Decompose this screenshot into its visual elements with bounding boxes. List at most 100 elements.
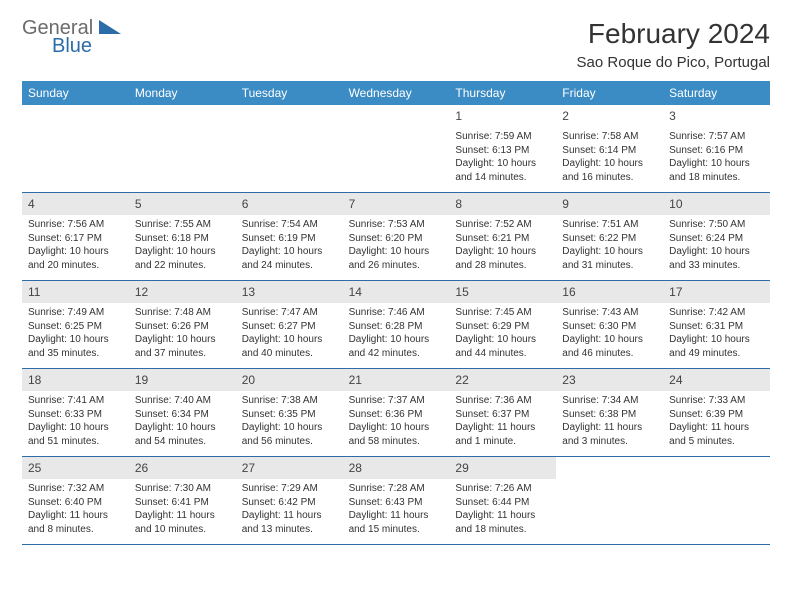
cell-daylight1: Daylight: 10 hours [135,421,230,435]
cell-sunrise: Sunrise: 7:41 AM [28,394,123,408]
calendar-cell: 4Sunrise: 7:56 AMSunset: 6:17 PMDaylight… [22,193,129,280]
cell-sunset: Sunset: 6:42 PM [242,496,337,510]
calendar-cell: 11 Sunrise: 7:49 AMSunset: 6:25 PMDayligh… [22,281,129,368]
calendar-cell: 29Sunrise: 7:26 AMSunset: 6:44 PMDayligh… [449,457,556,544]
cell-sunrise: Sunrise: 7:33 AM [669,394,764,408]
cell-body: Sunrise: 7:51 AMSunset: 6:22 PMDaylight:… [562,218,657,272]
day-number: 19 [135,373,148,387]
daynum-row: 23 [556,369,663,391]
daynum-row: 25 [22,457,129,479]
cell-body: Sunrise: 7:30 AMSunset: 6:41 PMDaylight:… [135,482,230,536]
cell-sunrise: Sunrise: 7:56 AM [28,218,123,232]
day-header-thursday: Thursday [449,81,556,105]
calendar-cell: 20Sunrise: 7:38 AMSunset: 6:35 PMDayligh… [236,369,343,456]
cell-body: Sunrise: 7:48 AMSunset: 6:26 PMDaylight:… [135,306,230,360]
calendar-cell: 2Sunrise: 7:58 AMSunset: 6:14 PMDaylight… [556,105,663,192]
day-number: 11 [28,285,40,299]
cell-sunrise: Sunrise: 7:46 AM [349,306,444,320]
cell-body: Sunrise: 7:46 AMSunset: 6:28 PMDaylight:… [349,306,444,360]
cell-daylight2: and 31 minutes. [562,259,657,273]
cell-body: Sunrise: 7:32 AMSunset: 6:40 PMDaylight:… [28,482,123,536]
cell-daylight1: Daylight: 10 hours [562,245,657,259]
calendar-cell: 17Sunrise: 7:42 AMSunset: 6:31 PMDayligh… [663,281,770,368]
day-number: 20 [242,373,255,387]
cell-daylight2: and 15 minutes. [349,523,444,537]
cell-sunset: Sunset: 6:43 PM [349,496,444,510]
day-header-tuesday: Tuesday [236,81,343,105]
daynum-row: 21 [343,369,450,391]
cell-sunrise: Sunrise: 7:50 AM [669,218,764,232]
daynum-row: 4 [22,193,129,215]
day-header-sunday: Sunday [22,81,129,105]
cell-daylight2: and 22 minutes. [135,259,230,273]
cell-body: Sunrise: 7:37 AMSunset: 6:36 PMDaylight:… [349,394,444,448]
cell-daylight1: Daylight: 10 hours [242,245,337,259]
cell-daylight2: and 37 minutes. [135,347,230,361]
day-number: 3 [669,109,676,123]
cell-daylight2: and 46 minutes. [562,347,657,361]
cell-sunrise: Sunrise: 7:42 AM [669,306,764,320]
cell-sunrise: Sunrise: 7:55 AM [135,218,230,232]
cell-sunrise: Sunrise: 7:43 AM [562,306,657,320]
daynum-row: 12 [129,281,236,303]
cell-sunrise: Sunrise: 7:54 AM [242,218,337,232]
logo-triangle-icon [99,20,121,34]
daynum-row: 17 [663,281,770,303]
cell-daylight2: and 44 minutes. [455,347,550,361]
cell-daylight2: and 51 minutes. [28,435,123,449]
calendar-cell: 26 Sunrise: 7:30 AMSunset: 6:41 PMDayligh… [129,457,236,544]
cell-body: Sunrise: 7:45 AMSunset: 6:29 PMDaylight:… [455,306,550,360]
calendar-cell [343,105,450,192]
calendar-cell: 9Sunrise: 7:51 AMSunset: 6:22 PMDaylight… [556,193,663,280]
cell-daylight1: Daylight: 10 hours [455,245,550,259]
cell-daylight1: Daylight: 11 hours [669,421,764,435]
day-number: 22 [455,373,468,387]
cell-daylight1: Daylight: 11 hours [455,421,550,435]
daynum-row: 18 [22,369,129,391]
cell-sunrise: Sunrise: 7:26 AM [455,482,550,496]
calendar-week: 11 Sunrise: 7:49 AMSunset: 6:25 PMDayligh… [22,281,770,369]
daynum-row: 14 [343,281,450,303]
daynum-row: 6 [236,193,343,215]
daynum-row: 26 [129,457,236,479]
cell-sunrise: Sunrise: 7:53 AM [349,218,444,232]
day-number: 21 [349,373,362,387]
logo: General Blue [22,18,121,56]
calendar-cell [129,105,236,192]
daynum-row: 1 [449,105,556,127]
cell-sunset: Sunset: 6:30 PM [562,320,657,334]
day-number: 25 [28,461,41,475]
cell-daylight2: and 58 minutes. [349,435,444,449]
day-number: 13 [242,285,255,299]
cell-sunset: Sunset: 6:17 PM [28,232,123,246]
daynum-row: 8 [449,193,556,215]
daynum-row: 27 [236,457,343,479]
calendar-cell: 8Sunrise: 7:52 AMSunset: 6:21 PMDaylight… [449,193,556,280]
cell-body: Sunrise: 7:49 AMSunset: 6:25 PMDaylight:… [28,306,123,360]
cell-body: Sunrise: 7:34 AMSunset: 6:38 PMDaylight:… [562,394,657,448]
calendar-cell: 21 Sunrise: 7:37 AMSunset: 6:36 PMDayligh… [343,369,450,456]
cell-body: Sunrise: 7:47 AMSunset: 6:27 PMDaylight:… [242,306,337,360]
cell-daylight2: and 10 minutes. [135,523,230,537]
cell-sunset: Sunset: 6:39 PM [669,408,764,422]
cell-daylight1: Daylight: 10 hours [28,333,123,347]
cell-daylight2: and 16 minutes. [562,171,657,185]
cell-daylight2: and 42 minutes. [349,347,444,361]
cell-daylight1: Daylight: 11 hours [135,509,230,523]
cell-daylight2: and 33 minutes. [669,259,764,273]
cell-daylight2: and 49 minutes. [669,347,764,361]
cell-daylight2: and 28 minutes. [455,259,550,273]
calendar-cell: 13 Sunrise: 7:47 AMSunset: 6:27 PMDayligh… [236,281,343,368]
day-number: 24 [669,373,682,387]
cell-sunrise: Sunrise: 7:34 AM [562,394,657,408]
calendar-cell: 5Sunrise: 7:55 AMSunset: 6:18 PMDaylight… [129,193,236,280]
cell-daylight1: Daylight: 10 hours [349,245,444,259]
daynum-row: 11 [22,281,129,303]
cell-body: Sunrise: 7:28 AMSunset: 6:43 PMDaylight:… [349,482,444,536]
cell-body: Sunrise: 7:59 AMSunset: 6:13 PMDaylight:… [455,130,550,184]
cell-sunrise: Sunrise: 7:58 AM [562,130,657,144]
cell-daylight2: and 5 minutes. [669,435,764,449]
cell-body: Sunrise: 7:36 AMSunset: 6:37 PMDaylight:… [455,394,550,448]
daynum-row: 24 [663,369,770,391]
cell-daylight1: Daylight: 11 hours [28,509,123,523]
